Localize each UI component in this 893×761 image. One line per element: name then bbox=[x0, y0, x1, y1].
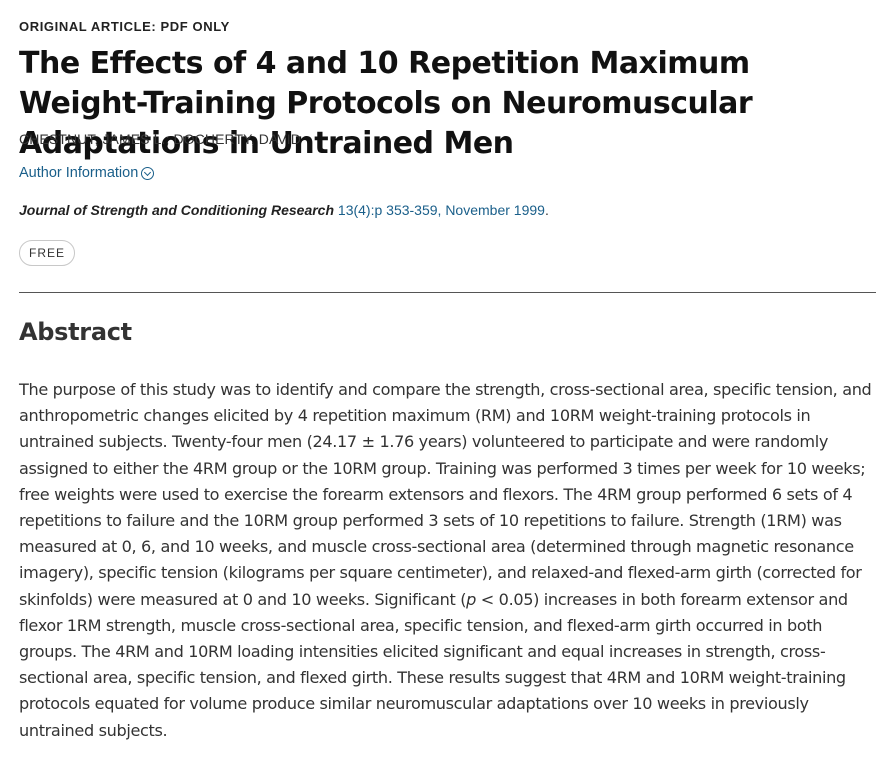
article-title: The Effects of 4 and 10 Repetition Maxim… bbox=[19, 46, 753, 161]
article-type-label: ORIGINAL ARTICLE: PDF ONLY bbox=[19, 19, 230, 34]
volume-issue-link[interactable]: 13(4):p 353-359, November 1999 bbox=[337, 202, 545, 218]
abstract-text-part-2: < 0.05) increases in both forearm extens… bbox=[19, 589, 848, 740]
author-information-toggle[interactable]: Author Information bbox=[19, 165, 155, 181]
free-access-badge: FREE bbox=[19, 240, 76, 266]
citation-period: . bbox=[544, 202, 549, 218]
citation: Journal of Strength and Conditioning Res… bbox=[19, 202, 549, 218]
journal-name: Journal of Strength and Conditioning Res… bbox=[19, 202, 335, 218]
author-list[interactable]: CHESTNUT, JAMES L.; DOCHERTY, DAVID bbox=[19, 131, 301, 147]
abstract-text-part-1: The purpose of this study was to identif… bbox=[19, 380, 872, 609]
chevron-down-icon[interactable] bbox=[141, 166, 155, 180]
author-information-label[interactable]: Author Information bbox=[19, 165, 139, 181]
abstract-heading: Abstract bbox=[19, 318, 132, 346]
p-value-symbol: p bbox=[466, 589, 477, 609]
abstract-text: The purpose of this study was to identif… bbox=[19, 377, 877, 744]
section-divider bbox=[19, 292, 876, 293]
